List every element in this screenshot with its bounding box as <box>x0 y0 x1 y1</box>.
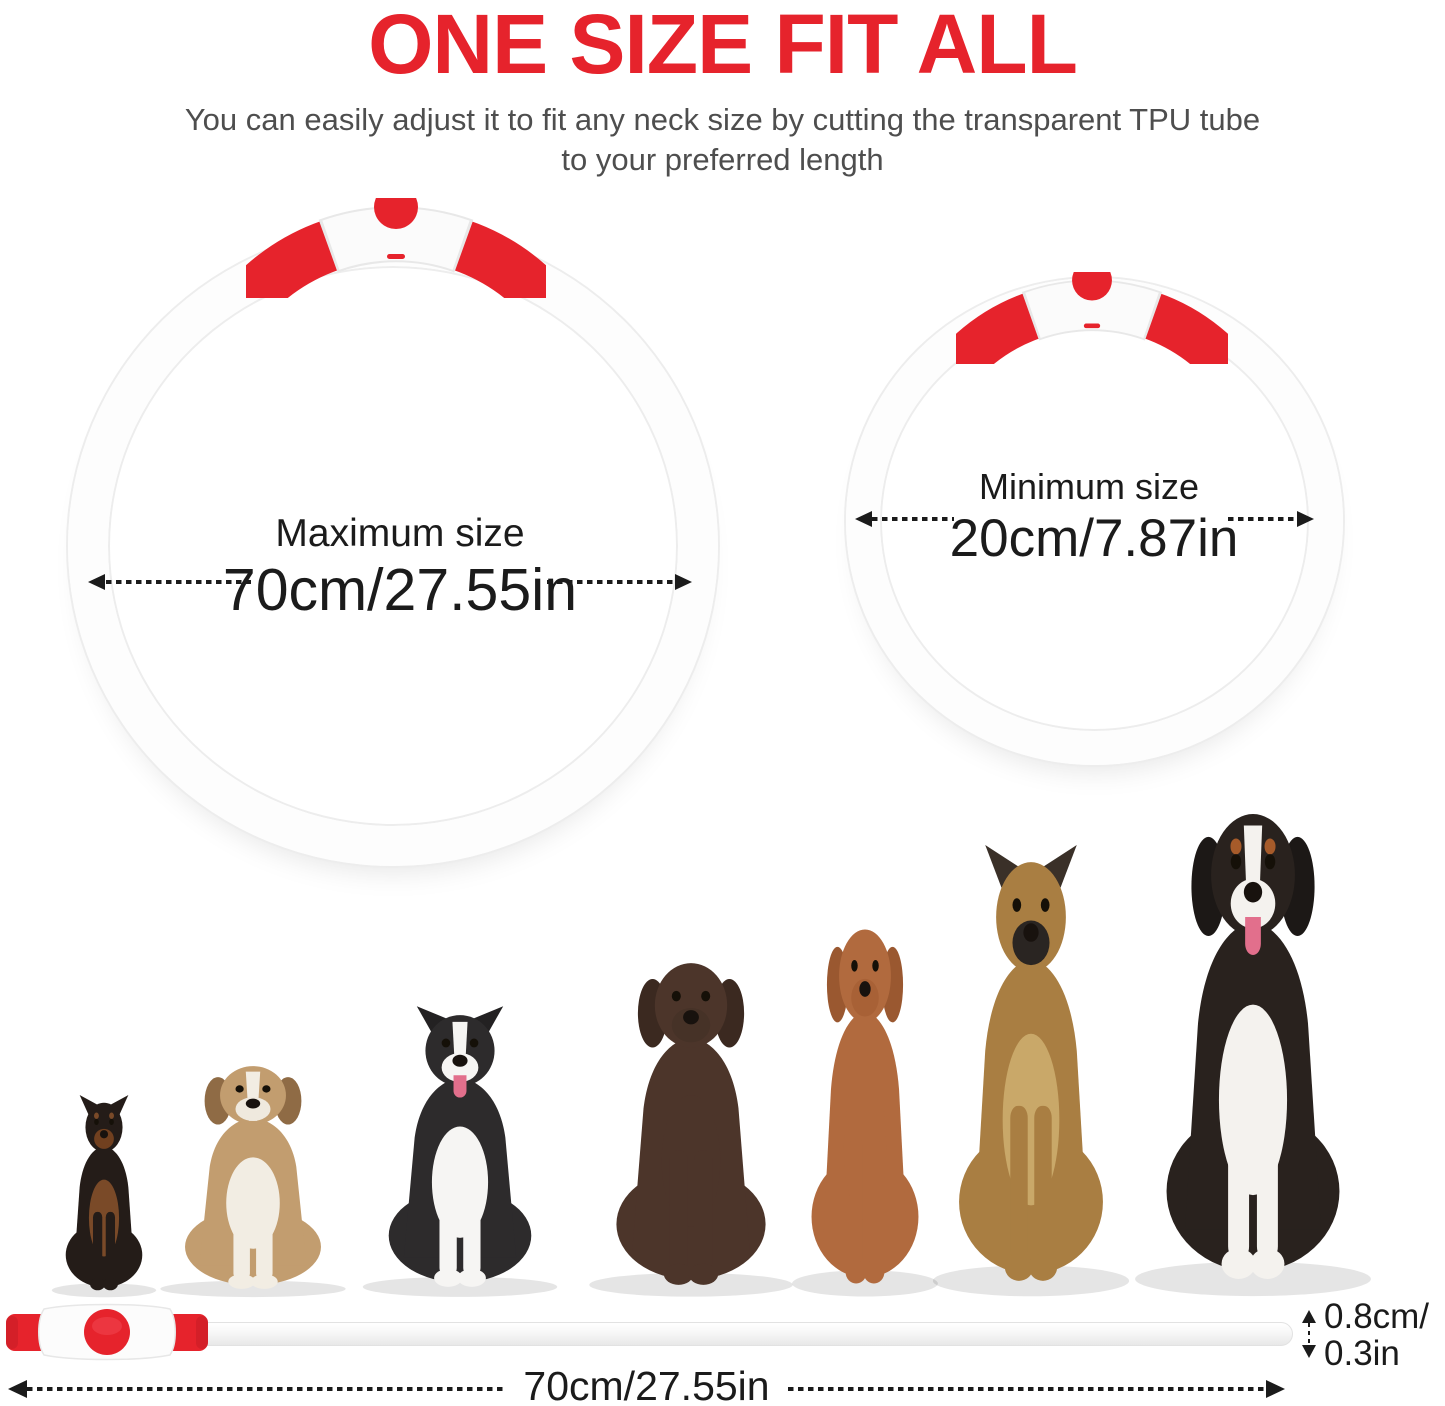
max-arrow-right-head <box>675 574 692 590</box>
length-arrow-left-segment <box>27 1387 506 1391</box>
length-arrow-right-head <box>1266 1380 1286 1398</box>
thickness-value-line-1: 0.8cm/ <box>1324 1297 1430 1336</box>
dog-illustration <box>160 1066 346 1298</box>
clasp-button <box>374 198 418 229</box>
length-value: 70cm/27.55in <box>523 1362 770 1406</box>
min-arrow-right-segment <box>1228 517 1298 521</box>
flat-collar-clasp <box>6 1303 208 1361</box>
max-arrow-left-head <box>88 574 105 590</box>
min-size-value: 20cm/7.87in <box>949 509 1239 568</box>
page-title: ONE SIZE FIT ALL <box>368 0 1078 91</box>
thickness-arrow-segment <box>1307 1323 1311 1345</box>
clasp-button <box>1072 272 1112 301</box>
max-arrow-right-segment <box>547 580 675 584</box>
dog-illustration <box>589 963 793 1297</box>
dog-illustration <box>51 1095 157 1298</box>
subtitle-line-2: to your preferred length <box>561 142 884 177</box>
min-arrow-left-segment <box>872 517 954 521</box>
thickness-arrow-down-head <box>1302 1345 1316 1358</box>
min-size-label: Minimum size <box>978 466 1200 507</box>
dog-english-bulldog <box>150 1057 356 1298</box>
dog-vizsla <box>784 915 946 1298</box>
dog-miniature-pinscher <box>46 1095 162 1298</box>
dog-bernese-mountain-dog <box>1122 795 1384 1298</box>
thickness-arrow <box>1300 1310 1318 1358</box>
dog-german-shepherd <box>922 845 1140 1298</box>
max-size-value: 70cm/27.55in <box>222 557 578 623</box>
dog-illustration <box>932 845 1130 1297</box>
dog-illustration <box>1135 814 1371 1297</box>
thickness-value-line-2: 0.3in <box>1324 1334 1400 1373</box>
length-arrow-right-segment <box>787 1387 1267 1391</box>
max-size-label: Maximum size <box>275 512 525 555</box>
length-arrow: 70cm/27.55in <box>8 1363 1286 1406</box>
dog-chocolate-labrador <box>578 950 804 1298</box>
max-arrow-left-segment <box>106 580 251 584</box>
max-collar-clasp <box>246 198 546 298</box>
min-arrow-left-head <box>855 511 872 527</box>
subtitle-line-1: You can easily adjust it to fit any neck… <box>184 102 1261 137</box>
min-arrow-right-head <box>1297 511 1314 527</box>
min-collar-clasp <box>956 272 1228 364</box>
thickness-value: 0.8cm/ 0.3in <box>1324 1298 1429 1372</box>
flat-collar-tube <box>198 1322 1293 1346</box>
length-arrow-left-head <box>8 1380 27 1398</box>
dog-border-collie <box>352 1004 568 1298</box>
thickness-arrow-up-head <box>1302 1310 1316 1323</box>
dog-illustration <box>792 929 938 1297</box>
subtitle: You can easily adjust it to fit any neck… <box>0 100 1445 180</box>
dog-illustration <box>362 1006 558 1297</box>
